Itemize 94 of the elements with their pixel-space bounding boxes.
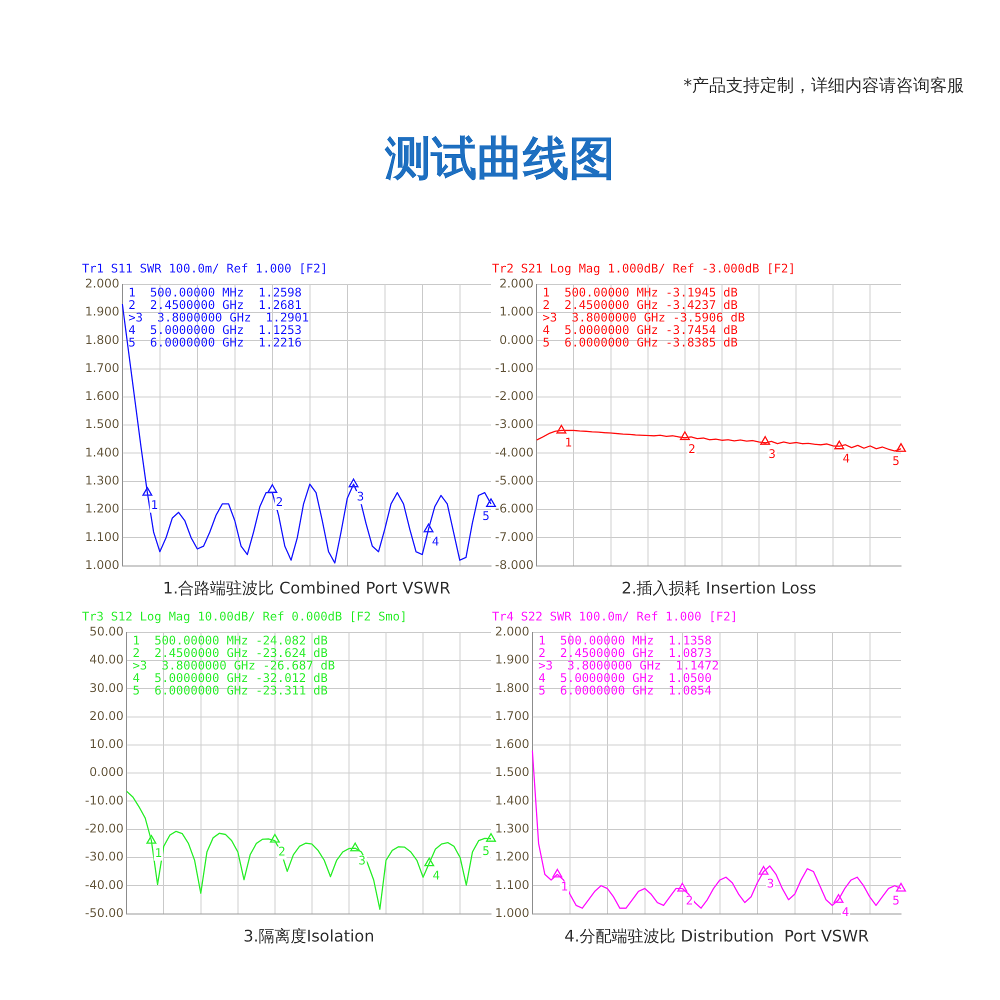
annotation: 1 500.00000 MHz -3.1945 dB (542, 286, 738, 300)
series-label: 4 (432, 868, 440, 882)
series-label: 4 (432, 534, 440, 548)
text: *产品支持定制，详细内容请咨询客服 (684, 75, 964, 97)
y-tick-label: -2.000 (494, 389, 534, 404)
y-tick-label: -30.00 (84, 850, 124, 864)
annotation: >3 3.8000000 GHz -3.5906 dB (542, 310, 745, 325)
x-axis-title: 3.隔离度Isolation (243, 926, 374, 946)
annotation: 2 2.4500000 GHz 1.0873 (538, 646, 712, 660)
chart-title: Tr3 S12 Log Mag 10.00dB/ Ref 0.000dB [F2 Smo] (82, 609, 408, 624)
point (267, 484, 278, 493)
y-tick-label: 30.00 (89, 680, 124, 695)
annotation: 5 6.0000000 GHz 1.2216 (128, 336, 302, 350)
y-tick-label: 1.800 (84, 332, 120, 347)
chart-title: Tr1 S11 SWR 100.0m/ Ref 1.000 [F2] (82, 261, 328, 276)
y-tick-label: -20.00 (84, 822, 124, 836)
annotation: 2 2.4500000 GHz 1.2681 (128, 298, 302, 312)
y-tick-label: 1.000 (499, 304, 534, 319)
series-label: 5 (482, 844, 490, 858)
y-tick-label: 1.500 (84, 417, 120, 432)
y-tick-label: 1.500 (494, 765, 530, 780)
series-label: 5 (482, 509, 490, 524)
y-tick-label: 1.700 (494, 708, 530, 723)
y-tick-label: -40.00 (84, 878, 124, 892)
y-tick-label: -6.000 (494, 502, 534, 516)
y-tick-label: 1.700 (84, 360, 120, 375)
series-label: 3 (356, 489, 364, 504)
y-tick-label: 1.400 (494, 793, 530, 808)
annotation: 4 5.0000000 GHz 1.1253 (128, 323, 302, 338)
y-tick-label: 10.00 (89, 737, 124, 752)
y-tick-label: -50.00 (84, 906, 124, 920)
y-tick-label: -1.000 (494, 360, 534, 375)
y-tick-label: -4.000 (494, 445, 534, 460)
series-label: 4 (842, 904, 850, 919)
y-tick-label: -5.000 (494, 474, 534, 488)
series-label: 1 (564, 436, 572, 450)
series-label: 2 (276, 494, 283, 509)
annotation: 4 5.0000000 GHz -3.7454 dB (542, 323, 738, 338)
y-tick-label: 1.400 (84, 445, 120, 460)
annotation: 1 500.00000 MHz -24.082 dB (132, 634, 328, 648)
annotation: 1 500.00000 MHz 1.2598 (128, 286, 302, 300)
series-label: 3 (766, 876, 774, 891)
series-label: 5 (892, 454, 900, 468)
x-axis-title: 4.分配端驻波比 Distribution Port VSWR (564, 926, 870, 946)
x-axis-title: 1.合路端驻波比 Combined Port VSWR (162, 578, 450, 598)
y-tick-label: 40.00 (89, 652, 124, 667)
series-label: 1 (154, 846, 162, 860)
annotation: 5 6.0000000 GHz -23.311 dB (132, 684, 328, 698)
y-tick-label: 1.900 (494, 652, 530, 667)
y-tick-label: 2.000 (494, 624, 530, 639)
y-tick-label: 1.900 (84, 304, 120, 319)
series-label: 3 (768, 446, 776, 461)
y-tick-label: 1.200 (494, 850, 530, 864)
series-label: 1 (560, 880, 568, 894)
series-label: 5 (892, 894, 900, 908)
y-tick-label: 1.600 (84, 389, 120, 404)
annotation: >3 3.8000000 GHz -26.687 dB (132, 658, 335, 673)
chart-title: Tr4 S22 SWR 100.0m/ Ref 1.000 [F2] (492, 609, 738, 624)
y-tick-label: 0.000 (89, 765, 124, 780)
y-tick-label: 2.000 (84, 276, 120, 291)
annotation: 4 5.0000000 GHz -32.012 dB (132, 671, 328, 686)
y-tick-label: 1.300 (84, 474, 120, 488)
y-tick-label: 1.600 (494, 737, 530, 752)
text: 测试曲线图 (384, 130, 616, 187)
annotation: 2 2.4500000 GHz -23.624 dB (132, 646, 328, 660)
annotation: 5 6.0000000 GHz 1.0854 (538, 684, 712, 698)
y-tick-label: 1.100 (84, 530, 120, 544)
series-label: 1 (150, 498, 158, 512)
y-tick-label: 1.000 (84, 558, 120, 572)
y-tick-label: -8.000 (494, 558, 534, 572)
x-axis-title: 2.插入损耗 Insertion Loss (621, 578, 816, 598)
annotation: >3 3.8000000 GHz 1.1472 (538, 658, 719, 673)
series-label: 4 (842, 451, 850, 466)
annotation: 5 6.0000000 GHz -3.8385 dB (542, 336, 738, 350)
y-tick-label: -10.00 (84, 793, 124, 808)
y-tick-label: 1.300 (494, 822, 530, 836)
annotation: 4 5.0000000 GHz 1.0500 (538, 671, 712, 686)
y-tick-label: 1.000 (494, 906, 530, 920)
series-label: 3 (358, 853, 366, 868)
y-tick-label: 1.100 (494, 878, 530, 892)
y-tick-label: 2.000 (499, 276, 534, 291)
y-tick-label: -3.000 (494, 417, 534, 432)
annotation: >3 3.8000000 GHz 1.2901 (128, 310, 309, 325)
y-tick-label: 1.800 (494, 680, 530, 695)
y-tick-label: 1.200 (84, 502, 120, 516)
annotation: 1 500.00000 MHz 1.1358 (538, 634, 712, 648)
series-label: 2 (688, 442, 696, 456)
y-tick-label: 0.000 (499, 332, 534, 347)
y-tick-label: 50.00 (89, 624, 124, 639)
y-tick-label: -7.000 (494, 530, 534, 544)
y-tick-label: 20.00 (89, 708, 124, 723)
annotation: 2 2.4500000 GHz -3.4237 dB (542, 298, 738, 312)
series-label: 2 (686, 894, 693, 908)
chart-title: Tr2 S21 Log Mag 1.000dB/ Ref -3.000dB [F2] (492, 261, 796, 276)
